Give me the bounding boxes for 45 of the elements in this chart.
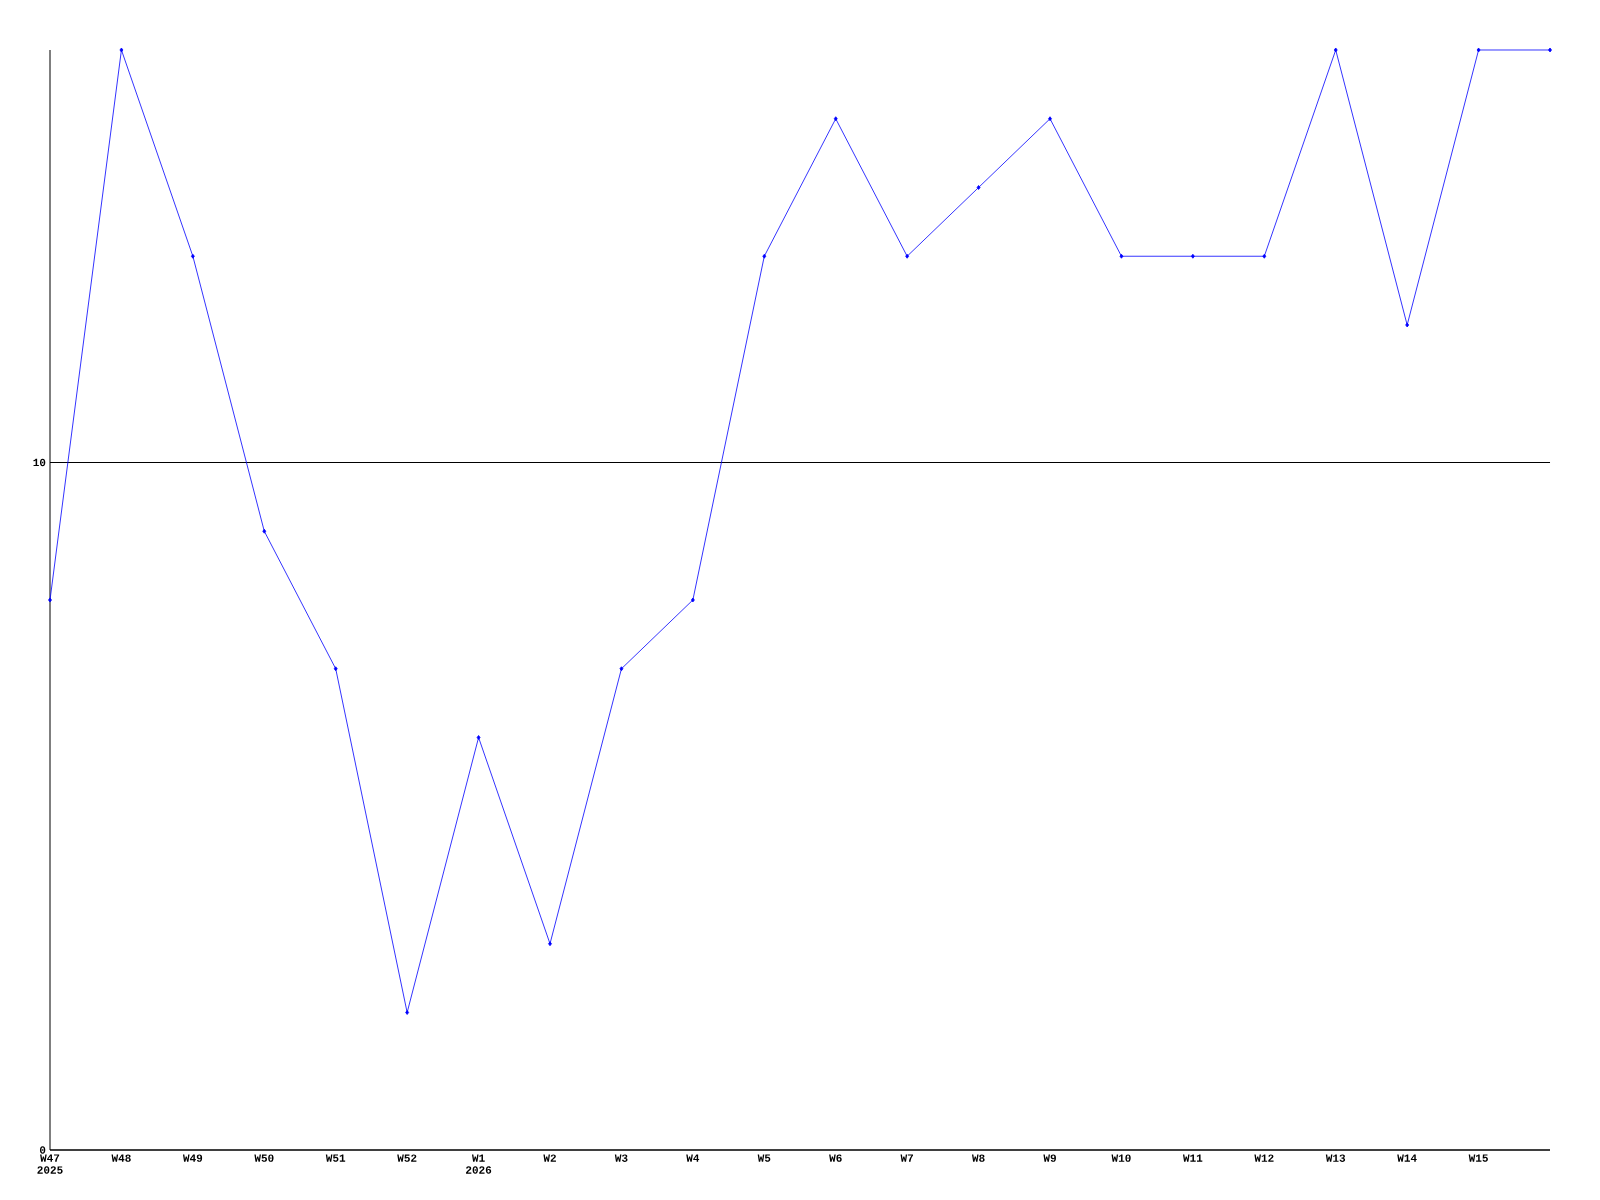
y-tick-label: 0 bbox=[39, 1146, 46, 1154]
x-tick-label: W10 bbox=[1111, 1154, 1131, 1162]
point bbox=[690, 597, 695, 603]
x-tick-label: W9 bbox=[1043, 1154, 1056, 1162]
point bbox=[1476, 47, 1481, 53]
point bbox=[190, 253, 195, 259]
point bbox=[1333, 47, 1338, 53]
point bbox=[1048, 116, 1052, 122]
x-tick-label: W48 bbox=[111, 1154, 131, 1162]
point bbox=[333, 666, 338, 672]
x-tick-label: W3 bbox=[614, 1154, 628, 1162]
point bbox=[762, 253, 767, 259]
x-tick-label: W2 bbox=[543, 1154, 556, 1162]
point bbox=[548, 941, 552, 947]
x-tick-label: W47 2025 bbox=[37, 1154, 63, 1174]
x-tick-label: W7 bbox=[900, 1154, 914, 1162]
x-tick-label: W51 bbox=[325, 1154, 346, 1162]
y-tick-label: 10 bbox=[33, 458, 46, 467]
point bbox=[405, 1010, 410, 1015]
x-tick-label: W5 bbox=[757, 1154, 771, 1162]
point bbox=[905, 253, 910, 259]
x-tick-label: W11 bbox=[1182, 1154, 1203, 1162]
point bbox=[1262, 253, 1267, 259]
point bbox=[833, 116, 838, 122]
x-tick-label: W4 bbox=[686, 1154, 700, 1162]
x-tick-label: W49 bbox=[182, 1154, 203, 1162]
point bbox=[119, 47, 124, 53]
x-tick-label: W12 bbox=[1254, 1154, 1274, 1162]
point bbox=[1119, 253, 1124, 259]
x-tick-label: W50 bbox=[254, 1154, 274, 1162]
x-tick-label: W8 bbox=[971, 1154, 985, 1162]
point bbox=[476, 735, 481, 740]
x-tick-label: W13 bbox=[1325, 1154, 1346, 1162]
point bbox=[1190, 253, 1195, 259]
point bbox=[1405, 322, 1410, 328]
point bbox=[619, 666, 624, 672]
x-tick-label: W14 bbox=[1397, 1154, 1417, 1162]
x-tick-label: W6 bbox=[829, 1154, 842, 1162]
point bbox=[1548, 47, 1552, 53]
point bbox=[48, 597, 52, 603]
x-tick-label: W15 bbox=[1468, 1154, 1488, 1162]
x-tick-label: W1 2026 bbox=[466, 1154, 492, 1174]
point bbox=[262, 528, 267, 534]
x-tick-label: W52 bbox=[397, 1154, 417, 1162]
point bbox=[976, 185, 981, 190]
